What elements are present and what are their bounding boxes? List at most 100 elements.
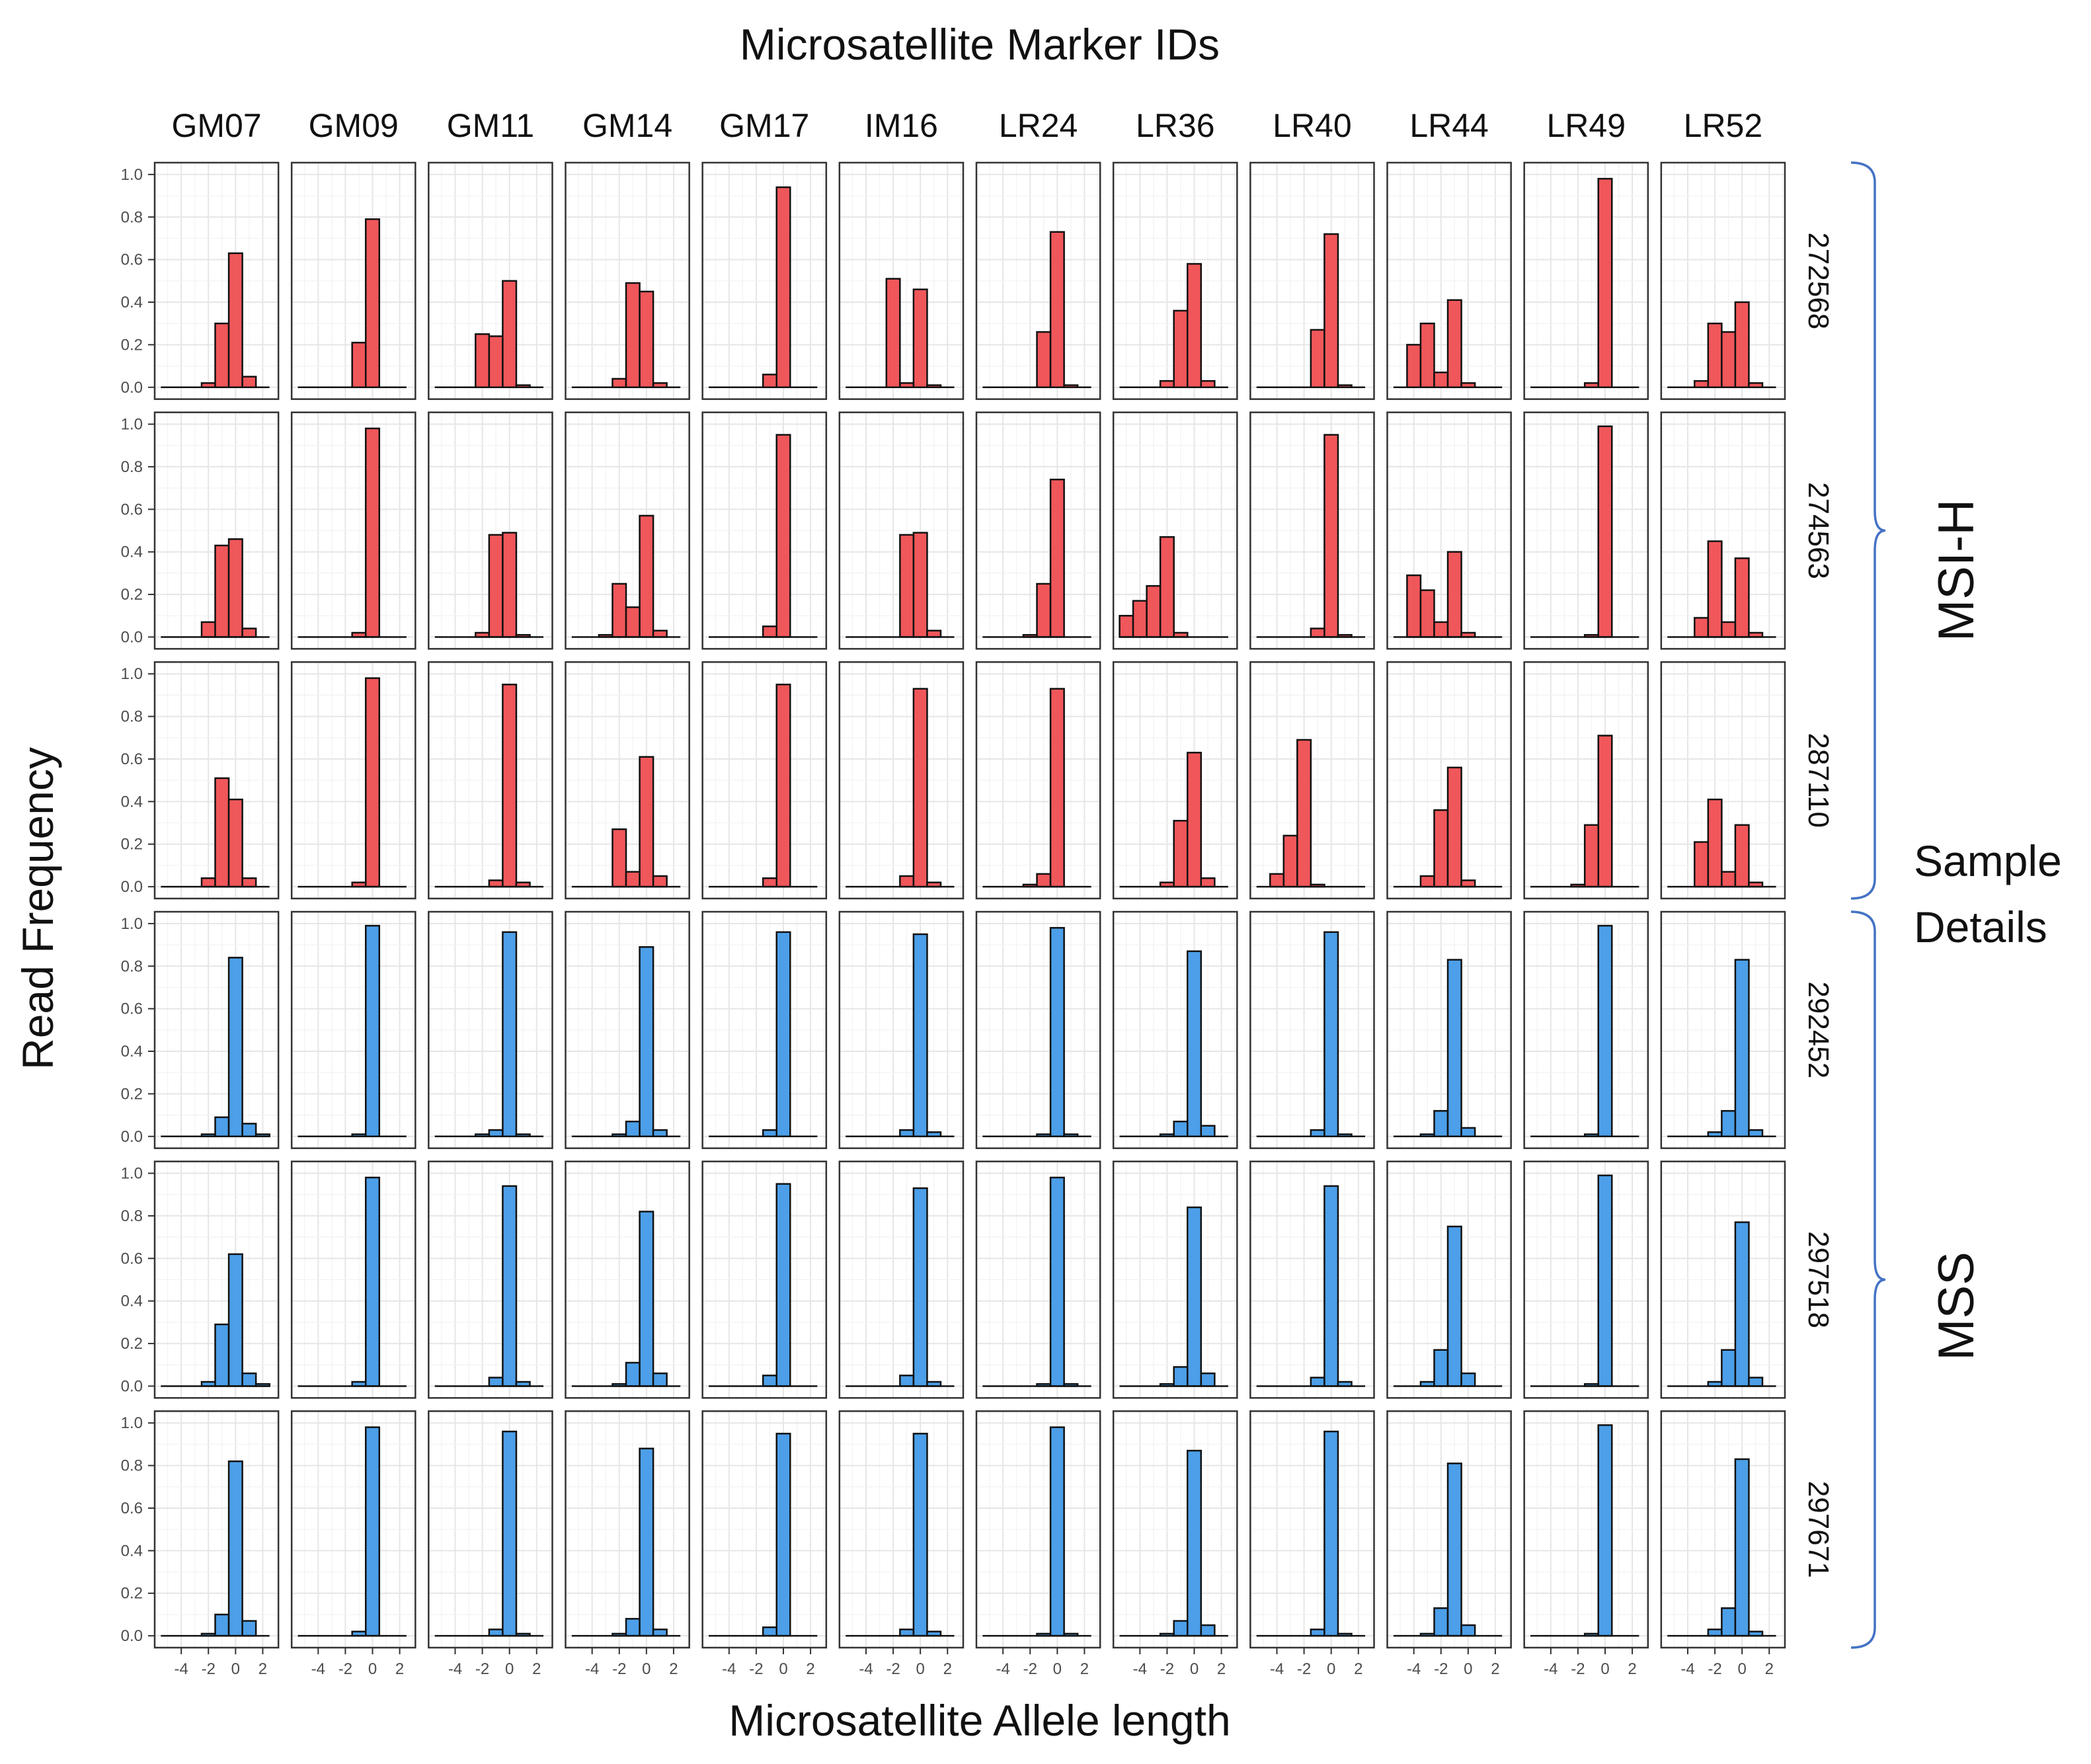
panel-274563-lr44 [1388, 413, 1511, 649]
histogram-bar [1462, 1128, 1476, 1137]
histogram-bar [1448, 1463, 1462, 1636]
histogram-bar [1037, 332, 1051, 387]
histogram-bar [1201, 381, 1215, 387]
histogram-bar [1174, 1121, 1188, 1137]
histogram-bar [626, 283, 640, 387]
y-tick-label: 1.0 [121, 416, 143, 434]
x-tick-label: 2 [1491, 1660, 1499, 1678]
histogram-bar [1708, 541, 1722, 637]
histogram-bar [1174, 821, 1188, 887]
x-tick-label: -4 [722, 1660, 736, 1678]
histogram-bar [1201, 1625, 1215, 1636]
side-label-line-1: Sample [1914, 836, 2062, 885]
x-tick-label: 2 [1628, 1660, 1636, 1678]
histogram-bar [1708, 323, 1722, 387]
histogram-bar [763, 878, 777, 887]
histogram-bar [777, 1184, 791, 1386]
histogram-bar [1434, 810, 1448, 887]
panel-297518-lr24 [976, 1162, 1100, 1398]
histogram-bar [1708, 799, 1722, 887]
histogram-bar [229, 957, 243, 1136]
x-tick-label: 0 [779, 1660, 787, 1678]
x-tick-label: 0 [1600, 1660, 1609, 1678]
histogram-bar [1434, 372, 1448, 387]
histogram-bar [914, 1188, 927, 1386]
histogram-bar [626, 872, 640, 887]
y-tick-label: 0.0 [121, 1377, 143, 1395]
panel-297518-lr49 [1524, 1162, 1648, 1398]
histogram-bar [243, 1373, 256, 1386]
histogram-bar [640, 947, 654, 1136]
histogram-bar [1187, 1451, 1201, 1636]
histogram-bar [653, 876, 667, 887]
histogram-bar [216, 323, 229, 387]
x-tick-label: -2 [1571, 1660, 1585, 1678]
panel-287110-gm17 [703, 662, 826, 899]
histogram-bar [1174, 1621, 1188, 1636]
marker-label-gm09: GM09 [309, 107, 399, 144]
panel-292452-lr24 [976, 912, 1100, 1148]
histogram-bar [1735, 1223, 1749, 1386]
histogram-bar [489, 880, 503, 887]
histogram-bar [229, 539, 243, 637]
histogram-bar [763, 374, 777, 387]
panel-297518-gm14 [566, 1162, 690, 1398]
histogram-bar [1201, 1126, 1215, 1137]
x-tick-label: 2 [1354, 1660, 1362, 1678]
panel-274563-gm11 [428, 413, 552, 649]
histogram-bar [1311, 1629, 1325, 1636]
panel-297518-im16 [840, 1162, 963, 1398]
panel-287110-lr44 [1388, 662, 1511, 899]
y-tick-label: 0.6 [121, 501, 143, 518]
histogram-bar [1749, 1130, 1762, 1137]
panel-272568-lr24 [976, 163, 1100, 399]
panel-274563-lr40 [1250, 413, 1374, 649]
y-tick-label: 0.6 [121, 750, 143, 768]
chart-title: Microsatellite Marker IDs [740, 20, 1220, 69]
histogram-bar [1174, 1367, 1188, 1386]
panel-297671-lr44 [1388, 1411, 1511, 1648]
histogram-bar [763, 1627, 777, 1636]
histogram-bar [640, 292, 654, 387]
histogram-bar [1311, 1130, 1325, 1137]
panel-287110-lr49 [1524, 662, 1648, 899]
histogram-bar [900, 876, 914, 887]
histogram-bar [502, 932, 516, 1137]
histogram-bar [366, 1178, 379, 1386]
marker-label-gm07: GM07 [171, 107, 261, 144]
panel-272568-im16 [840, 163, 963, 399]
histogram-bar [1694, 842, 1708, 887]
x-tick-label: 2 [1080, 1660, 1089, 1678]
panel-297518-lr44 [1388, 1162, 1511, 1398]
histogram-bar [612, 829, 626, 887]
histogram-bar [1721, 332, 1735, 387]
histogram-bar [900, 1375, 914, 1386]
histogram-bar [366, 926, 379, 1137]
histogram-bar [900, 1130, 914, 1137]
histogram-bar [1120, 616, 1134, 637]
histogram-bar [216, 1324, 229, 1386]
sample-label-292452: 292452 [1802, 981, 1835, 1078]
histogram-bar [1324, 932, 1338, 1137]
panel-287110-gm07 [155, 662, 278, 899]
x-tick-label: 2 [806, 1660, 814, 1678]
facet-histogram-figure: Microsatellite Marker IDs Microsatellite… [0, 0, 2091, 1764]
histogram-bar [914, 290, 927, 387]
histogram-bar [763, 626, 777, 637]
histogram-bar [1735, 960, 1749, 1137]
y-tick-label: 0.0 [121, 1128, 143, 1146]
panel-297518-gm07 [155, 1162, 278, 1398]
sample-label-274563: 274563 [1802, 482, 1835, 579]
histogram-bar [243, 1123, 256, 1136]
histogram-bar [1708, 1629, 1722, 1636]
panel-274563-im16 [840, 413, 963, 649]
histogram-bar [216, 778, 229, 887]
histogram-bar [612, 379, 626, 387]
histogram-bar [229, 253, 243, 387]
panel-272568-lr44 [1388, 163, 1511, 399]
y-tick-label: 1.0 [121, 166, 143, 184]
histogram-bar [1448, 300, 1462, 387]
histogram-bar [653, 1629, 667, 1636]
panel-292452-gm11 [428, 912, 552, 1148]
y-tick-label: 0.4 [121, 294, 143, 311]
